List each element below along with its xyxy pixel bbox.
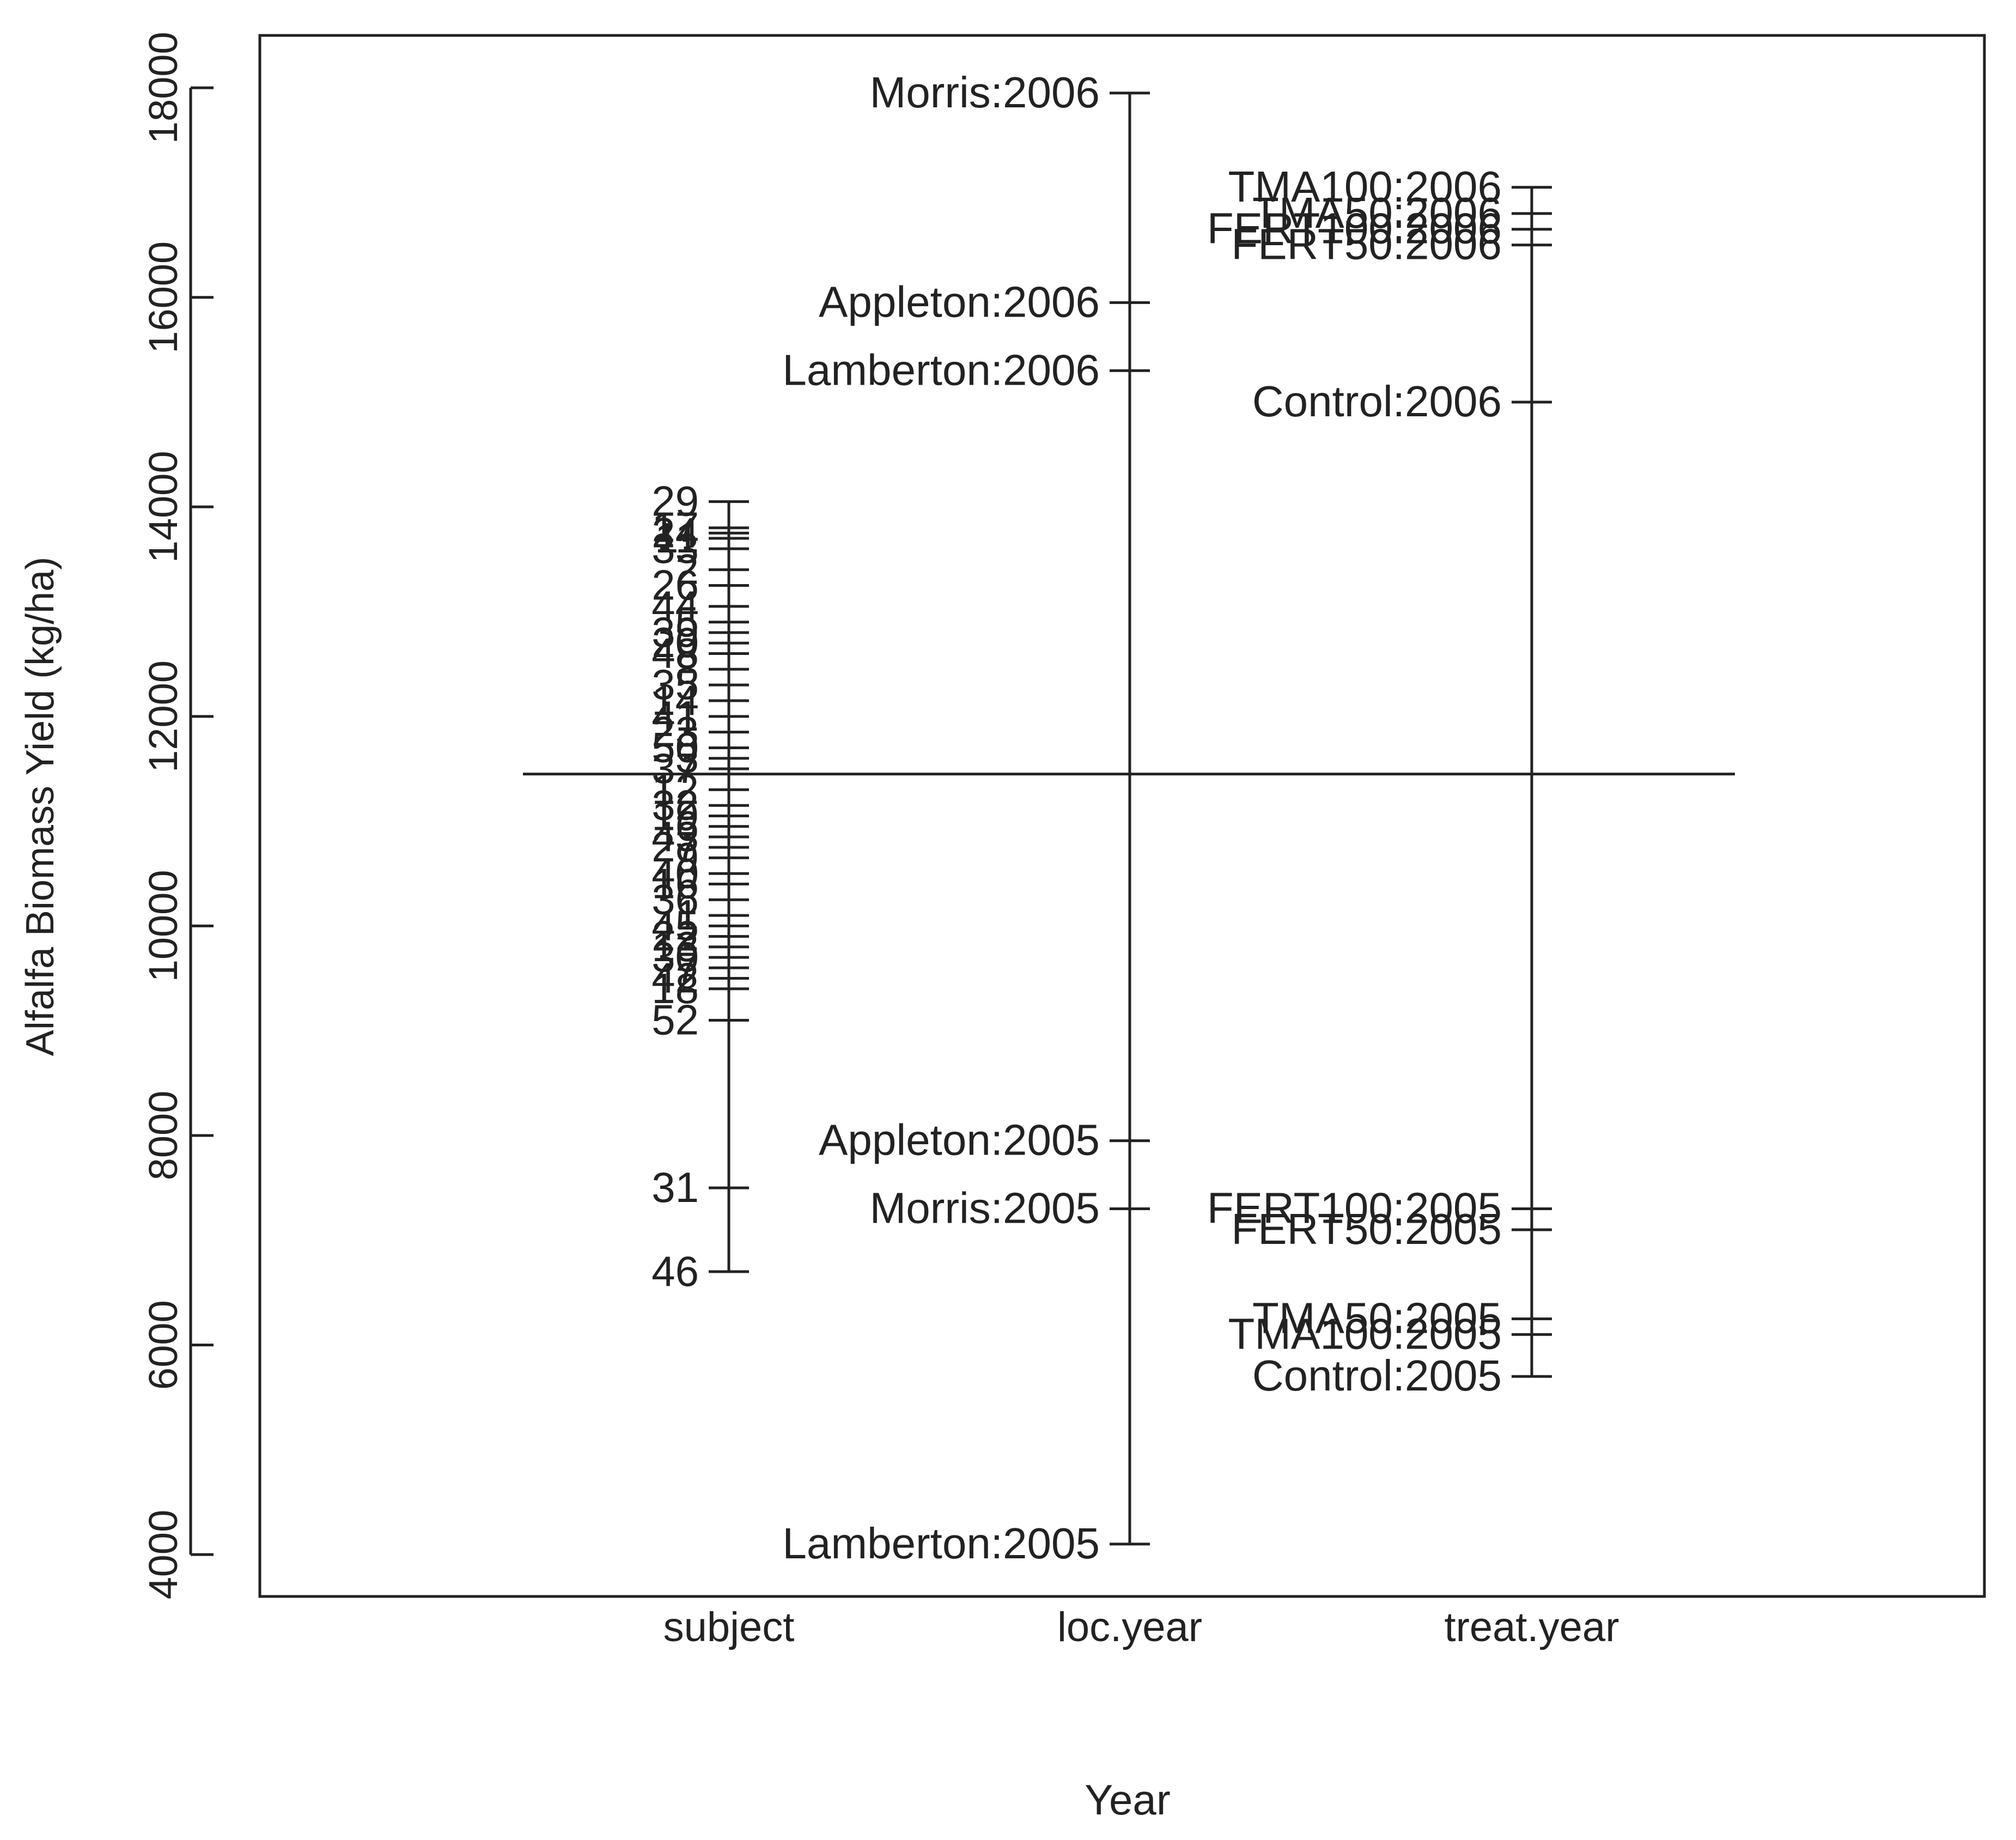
data-label: 22 xyxy=(651,912,699,960)
data-label: Morris:2006 xyxy=(870,68,1100,117)
data-label: 26 xyxy=(651,561,699,609)
data-label: 45 xyxy=(651,901,699,949)
data-label: 46 xyxy=(651,1247,699,1295)
y-tick-label: 10000 xyxy=(141,870,186,982)
x-tick-label-treat-year: treat.year xyxy=(1444,1604,1619,1650)
y-tick-label: 12000 xyxy=(141,660,186,773)
data-label: 16 xyxy=(651,859,699,907)
data-label: 43 xyxy=(651,812,699,860)
data-label: Control:2005 xyxy=(1252,1351,1502,1400)
data-label: TMA50:2006 xyxy=(1252,189,1502,237)
data-label: 37 xyxy=(651,744,699,792)
data-label: 8 xyxy=(675,645,699,693)
data-label: 5 xyxy=(675,598,699,646)
data-label: 19 xyxy=(651,792,699,840)
data-label: 33 xyxy=(651,524,699,572)
data-label: 44 xyxy=(651,582,699,630)
y-tick-label: 6000 xyxy=(141,1300,186,1390)
x-axis-label: Year xyxy=(1085,1776,1171,1824)
data-label: Lamberton:2006 xyxy=(782,345,1100,394)
data-label: 2 xyxy=(675,545,699,593)
data-label: 20 xyxy=(651,618,699,666)
data-label: 17 xyxy=(651,503,699,551)
data-label: FERT100:2005 xyxy=(1207,1184,1502,1232)
data-label: 30 xyxy=(651,933,699,981)
data-label: 13 xyxy=(651,922,699,970)
data-label: Appleton:2005 xyxy=(819,1116,1100,1164)
data-label: 18 xyxy=(651,964,699,1012)
data-label: FERT50:2006 xyxy=(1231,220,1502,269)
data-label: 35 xyxy=(651,660,699,708)
data-label: 52 xyxy=(651,995,699,1043)
plot-layer: 4000 6000 8000 10000 12000 14000 16000 18000 sub… xyxy=(141,32,1986,1650)
data-label: 23 xyxy=(651,708,699,756)
data-label: 48 xyxy=(651,629,699,677)
data-label: 40 xyxy=(651,849,699,897)
data-label: 31 xyxy=(651,1163,699,1211)
y-tick-label: 8000 xyxy=(141,1091,186,1181)
y-tick-label: 16000 xyxy=(141,241,186,354)
data-label: 41 xyxy=(651,692,699,740)
data-label: 3 xyxy=(675,734,699,782)
data-label: 50 xyxy=(651,724,699,772)
data-label: TMA100:2006 xyxy=(1228,162,1502,211)
data-label: Morris:2005 xyxy=(870,1184,1100,1232)
data-label: 7 xyxy=(675,943,699,991)
data-label: 27 xyxy=(651,823,699,871)
y-tick-label: 14000 xyxy=(141,451,186,563)
y-tick-label: 18000 xyxy=(141,32,186,144)
data-label: Control:2006 xyxy=(1252,377,1502,426)
x-tick-label-subject: subject xyxy=(663,1604,795,1650)
data-label: 32 xyxy=(651,781,699,829)
data-label: 39 xyxy=(651,608,699,656)
y-axis-label: Alfalfa Biomass Yield (kg/ha) xyxy=(19,557,62,1056)
data-label: 6 xyxy=(675,802,699,850)
data-label: Lamberton:2005 xyxy=(782,1519,1100,1568)
data-label: 24 xyxy=(651,508,699,556)
data-label: FERT100:2006 xyxy=(1207,204,1502,253)
data-label: TMA100:2005 xyxy=(1228,1309,1502,1358)
y-tick-label: 4000 xyxy=(141,1510,186,1600)
data-label: 9 xyxy=(675,833,699,881)
data-label: 36 xyxy=(651,875,699,923)
data-label: 14 xyxy=(651,676,699,724)
x-tick-label-loc-year: loc.year xyxy=(1057,1604,1202,1650)
data-label: Appleton:2006 xyxy=(819,277,1100,326)
data-label: FERT50:2005 xyxy=(1231,1205,1502,1253)
data-label: TMA50:2005 xyxy=(1252,1294,1502,1342)
data-label: 11 xyxy=(655,514,699,562)
data-label: 12 xyxy=(651,765,699,813)
data-label: 1 xyxy=(675,891,699,939)
data-label: 29 xyxy=(651,477,699,525)
plot-frame xyxy=(258,34,1986,1598)
data-label: 42 xyxy=(651,954,699,1002)
